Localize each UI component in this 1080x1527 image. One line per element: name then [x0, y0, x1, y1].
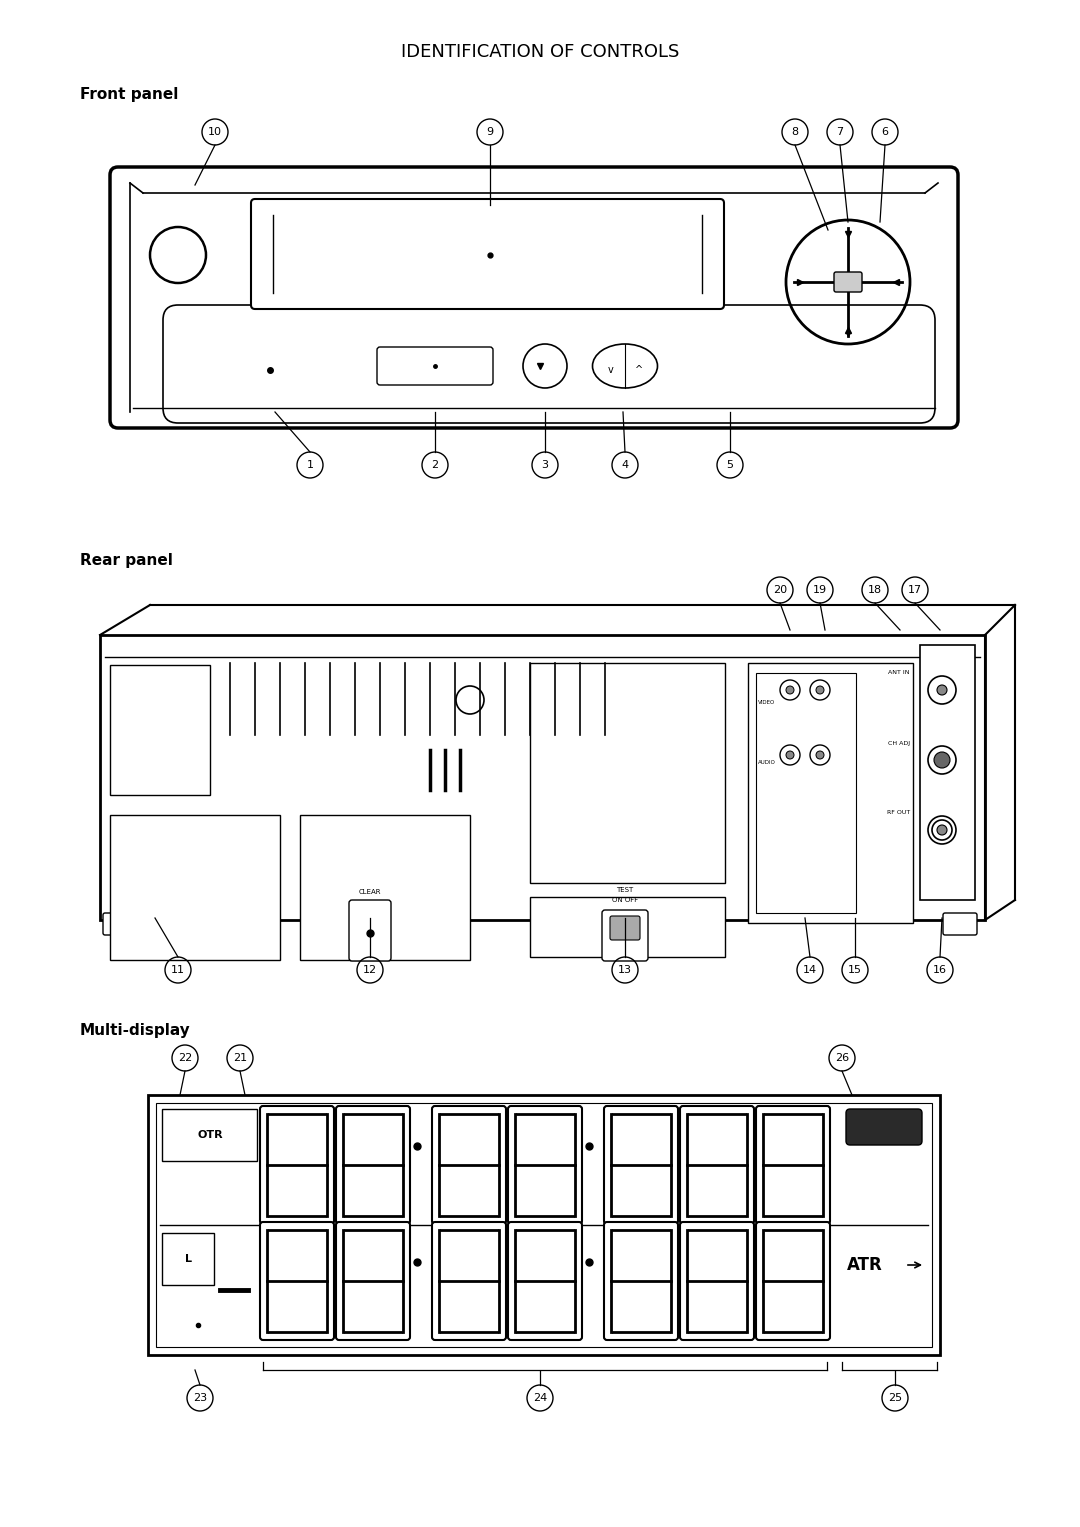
FancyBboxPatch shape [846, 1109, 922, 1145]
FancyBboxPatch shape [756, 1222, 831, 1341]
Text: 6: 6 [881, 127, 889, 137]
FancyBboxPatch shape [162, 1109, 257, 1161]
Text: OTR: OTR [198, 1130, 222, 1141]
Text: 10: 10 [208, 127, 222, 137]
Text: 17: 17 [908, 585, 922, 596]
FancyBboxPatch shape [756, 673, 856, 913]
FancyBboxPatch shape [834, 272, 862, 292]
Text: 3: 3 [541, 460, 549, 470]
Text: IDENTIFICATION OF CONTROLS: IDENTIFICATION OF CONTROLS [401, 43, 679, 61]
Circle shape [937, 754, 947, 765]
Circle shape [816, 686, 824, 693]
FancyBboxPatch shape [103, 913, 137, 935]
FancyBboxPatch shape [508, 1106, 582, 1225]
FancyBboxPatch shape [680, 1106, 754, 1225]
FancyBboxPatch shape [604, 1106, 678, 1225]
Text: VIDEO: VIDEO [758, 701, 775, 705]
FancyBboxPatch shape [162, 1232, 214, 1286]
FancyBboxPatch shape [610, 916, 640, 941]
FancyBboxPatch shape [260, 1106, 334, 1225]
FancyBboxPatch shape [163, 305, 935, 423]
Text: 4: 4 [621, 460, 629, 470]
FancyBboxPatch shape [756, 1106, 831, 1225]
FancyBboxPatch shape [300, 815, 470, 960]
Circle shape [937, 686, 947, 695]
Text: 25: 25 [888, 1393, 902, 1403]
FancyBboxPatch shape [336, 1106, 410, 1225]
FancyBboxPatch shape [530, 896, 725, 957]
Text: 2: 2 [431, 460, 438, 470]
Text: ^: ^ [635, 365, 643, 376]
Circle shape [786, 686, 794, 693]
FancyBboxPatch shape [508, 1222, 582, 1341]
Circle shape [934, 751, 950, 768]
Text: RF OUT: RF OUT [887, 811, 910, 815]
Text: L: L [185, 1254, 191, 1264]
Text: ON OFF: ON OFF [612, 896, 638, 902]
FancyBboxPatch shape [530, 663, 725, 883]
FancyBboxPatch shape [110, 815, 280, 960]
FancyBboxPatch shape [100, 635, 985, 919]
Circle shape [816, 751, 824, 759]
Text: 11: 11 [171, 965, 185, 976]
Text: 22: 22 [178, 1054, 192, 1063]
Circle shape [937, 825, 947, 835]
FancyBboxPatch shape [432, 1106, 507, 1225]
Text: Rear panel: Rear panel [80, 553, 173, 568]
Text: 15: 15 [848, 965, 862, 976]
FancyBboxPatch shape [604, 1222, 678, 1341]
Text: 19: 19 [813, 585, 827, 596]
Text: CH ADJ: CH ADJ [888, 741, 910, 745]
Text: 18: 18 [868, 585, 882, 596]
FancyBboxPatch shape [920, 644, 975, 899]
Text: 12: 12 [363, 965, 377, 976]
FancyBboxPatch shape [377, 347, 492, 385]
Text: 5: 5 [727, 460, 733, 470]
Text: 13: 13 [618, 965, 632, 976]
FancyBboxPatch shape [110, 166, 958, 428]
Text: 7: 7 [836, 127, 843, 137]
Text: 20: 20 [773, 585, 787, 596]
Text: CLEAR: CLEAR [359, 889, 381, 895]
FancyBboxPatch shape [602, 910, 648, 960]
Text: 26: 26 [835, 1054, 849, 1063]
Text: ANT IN: ANT IN [889, 670, 910, 675]
FancyBboxPatch shape [110, 664, 210, 796]
Text: 21: 21 [233, 1054, 247, 1063]
FancyBboxPatch shape [349, 899, 391, 960]
Circle shape [786, 751, 794, 759]
Text: ATR: ATR [847, 1257, 882, 1274]
Text: Multi-display: Multi-display [80, 1023, 191, 1037]
FancyBboxPatch shape [148, 1095, 940, 1354]
FancyBboxPatch shape [156, 1102, 932, 1347]
Text: AUDIO: AUDIO [758, 760, 775, 765]
Text: v: v [608, 365, 613, 376]
Text: 14: 14 [802, 965, 818, 976]
Text: 16: 16 [933, 965, 947, 976]
FancyBboxPatch shape [336, 1222, 410, 1341]
Text: Front panel: Front panel [80, 87, 178, 102]
FancyBboxPatch shape [680, 1222, 754, 1341]
FancyBboxPatch shape [260, 1222, 334, 1341]
FancyBboxPatch shape [432, 1222, 507, 1341]
Text: 8: 8 [792, 127, 798, 137]
Text: TEST: TEST [617, 887, 634, 893]
Text: 9: 9 [486, 127, 494, 137]
Text: 24: 24 [532, 1393, 548, 1403]
FancyBboxPatch shape [251, 199, 724, 308]
Text: 1: 1 [307, 460, 313, 470]
Text: 23: 23 [193, 1393, 207, 1403]
FancyBboxPatch shape [943, 913, 977, 935]
FancyBboxPatch shape [748, 663, 913, 922]
